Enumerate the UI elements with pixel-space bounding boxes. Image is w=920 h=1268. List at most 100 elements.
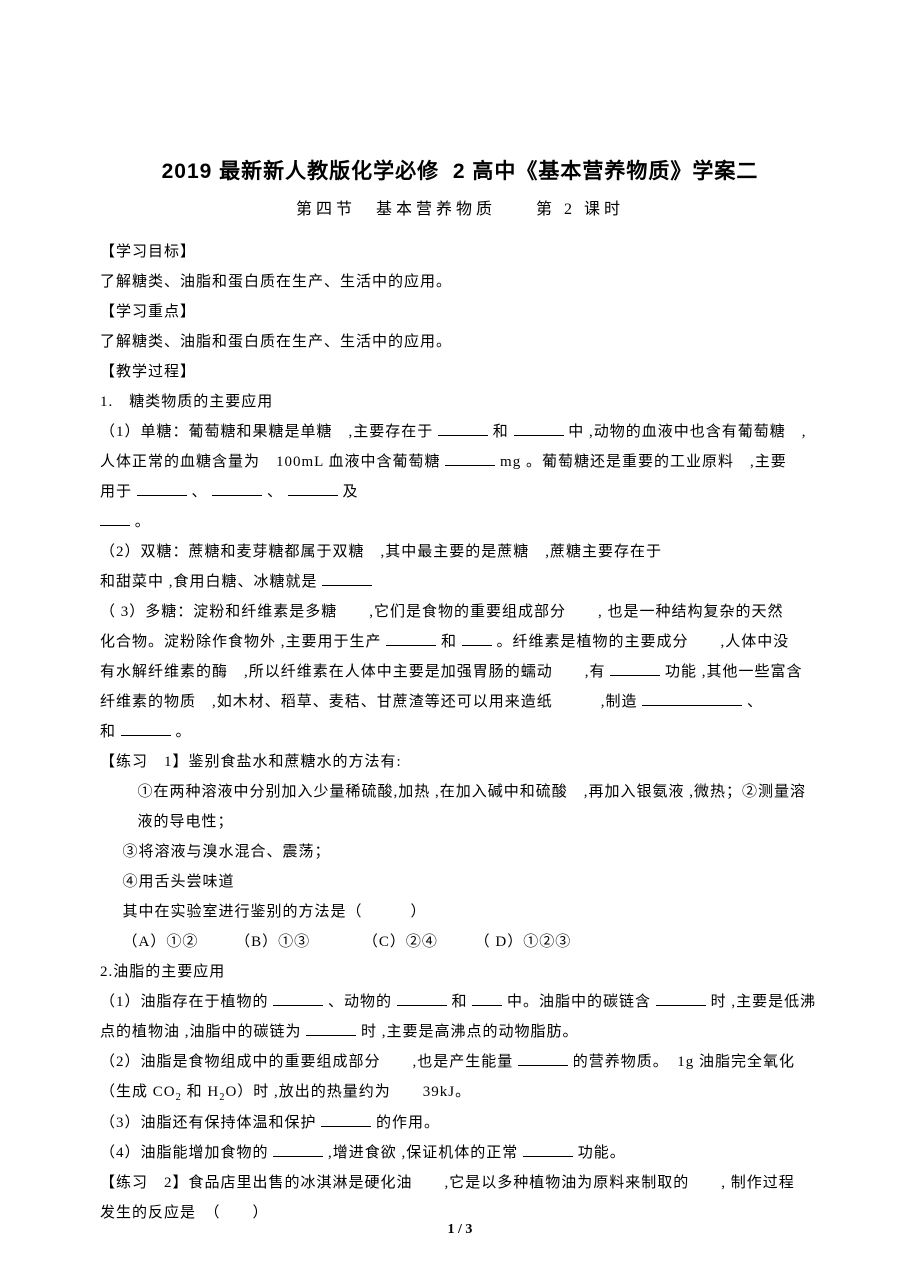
oil-line1: （1）油脂存在于植物的 、动物的 和 中。油脂中的碳链含 时 ,主要是低沸 [100,987,820,1017]
blank [386,630,436,646]
text: O）时 ,放出的热量约为 39kJ。 [225,1084,471,1100]
choice-a: （A）①② [123,934,199,950]
text: 和 [452,994,468,1010]
title-num: 2 [453,160,466,183]
section-2: 2.油脂的主要应用 [100,957,820,987]
subscript-2: 2 [176,1092,182,1103]
document-page: 2019 最新新人教版化学必修 2 高中《基本营养物质》学案二 第四节 基本营养… [0,0,920,1268]
text: 人体正常的血糖含量为 100mL 血液中含葡萄糖 [100,454,441,470]
blank [273,990,323,1006]
blank [462,630,492,646]
heading-focus: 【学习重点】 [100,297,820,327]
text: 。 [135,514,151,530]
text: 点的植物油 ,油脂中的碳链为 [100,1024,302,1040]
text: （4）油脂能增加食物的 [100,1145,269,1161]
text: 中 ,动物的血液中也含有葡萄糖 , [568,424,806,440]
text: 的营养物质。 1g 油脂完全氧化 [573,1054,795,1070]
subtitle: 第四节 基本营养物质 第 2 课时 [100,195,820,219]
blank [273,1141,323,1157]
text: 、动物的 [328,994,392,1010]
text: 中。油脂中的碳链含 [507,994,651,1010]
blank [472,990,502,1006]
text: 、 [192,484,208,500]
exercise-1-choices: （A）①② （B）①③ （C）②④ （ D）①②③ [100,927,820,957]
exercise-1-opt4: ④用舌头尝味道 [100,867,820,897]
text: （3）油脂还有保持体温和保护 [100,1115,317,1131]
sugar-mono-line3: 用于 、 、 及 [100,477,820,507]
choice-c: （C）②④ [363,934,438,950]
blank [438,420,488,436]
blank [523,1141,573,1157]
blank [288,480,338,496]
blank [518,1050,568,1066]
text: 。纤维素是植物的主要成分 ,人体中没 [497,634,790,650]
text: （生成 CO [100,1084,176,1100]
text: 化合物。淀粉除作食物外 ,主要用于生产 [100,634,382,650]
blank [610,660,660,676]
text: 的作用。 [376,1115,440,1131]
text: 时 ,主要是低沸 [711,994,817,1010]
exercise-1-heading: 【练习 1】鉴别食盐水和蔗糖水的方法有: [100,747,820,777]
text: 及 [343,484,359,500]
text: 、 [267,484,283,500]
exercise-1-opt3: ③将溶液与溴水混合、震荡； [100,837,820,867]
heading-objective: 【学习目标】 [100,237,820,267]
blank [321,1111,371,1127]
text: 和 [441,634,457,650]
page-number: 1 / 3 [0,1222,920,1238]
blank [212,480,262,496]
blank [445,450,495,466]
oil-line5: （3）油脂还有保持体温和保护 的作用。 [100,1108,820,1138]
text: （1）油脂存在于植物的 [100,994,269,1010]
oil-line3: （2）油脂是食物组成中的重要组成部分 ,也是产生能量 的营养物质。 1g 油脂完… [100,1047,820,1077]
blank [656,990,706,1006]
oil-line2: 点的植物油 ,油脂中的碳链为 时 ,主要是高沸点的动物脂肪。 [100,1017,820,1047]
oil-line4: （生成 CO2 和 H2O）时 ,放出的热量约为 39kJ。 [100,1077,820,1108]
text: 和 H [187,1084,220,1100]
text: 纤维素的物质 ,如木材、稻草、麦秸、甘蔗渣等还可以用来造纸 ,制造 [100,694,638,710]
text: （2）双糖：蔗糖和麦芽糖都属于双糖 ,其中最主要的是蔗糖 ,蔗糖主要存在于 [100,544,662,560]
exercise-1-opt1b: 液的导电性； [100,807,820,837]
text: ,增进食欲 ,保证机体的正常 [328,1145,518,1161]
sugar-mono-line2: 人体正常的血糖含量为 100mL 血液中含葡萄糖 mg 。葡萄糖还是重要的工业原… [100,447,820,477]
section-1: 1. 糖类物质的主要应用 [100,387,820,417]
text: mg 。葡萄糖还是重要的工业原料 ,主要 [500,454,787,470]
text: 用于 [100,484,132,500]
exercise-1-question: 其中在实验室进行鉴别的方法是（ ） [100,897,820,927]
blank [100,510,130,526]
heading-process: 【教学过程】 [100,357,820,387]
text: 功能。 [578,1145,626,1161]
sugar-mono-line1: （1）单糖：葡萄糖和果糖是单糖 ,主要存在于 和 中 ,动物的血液中也含有葡萄糖… [100,417,820,447]
text: 功能 ,其他一些富含 [665,664,803,680]
blank [137,480,187,496]
title-suffix: 高中《基本营养物质》学案二 [472,160,758,183]
title-prefix: 2019 最新新人教版化学必修 [162,160,440,183]
choice-d: （ D）①②③ [475,934,572,950]
text: （2）油脂是食物组成中的重要组成部分 ,也是产生能量 [100,1054,513,1070]
text: 、 [747,694,763,710]
oil-line6: （4）油脂能增加食物的 ,增进食欲 ,保证机体的正常 功能。 [100,1138,820,1168]
text: 和甜菜中 ,食用白糖、冰糖就是 [100,574,318,590]
blank [322,570,372,586]
choice-b: （B）①③ [235,934,310,950]
sugar-di-line1: （2）双糖：蔗糖和麦芽糖都属于双糖 ,其中最主要的是蔗糖 ,蔗糖主要存在于 [100,537,820,567]
sugar-di-line2: 和甜菜中 ,食用白糖、冰糖就是 [100,567,820,597]
para-objective: 了解糖类、油脂和蛋白质在生产、生活中的应用。 [100,267,820,297]
sugar-poly-line1: （ 3）多糖：淀粉和纤维素是多糖 ,它们是食物的重要组成部分 , 也是一种结构复… [100,597,820,627]
blank [397,990,447,1006]
blank [642,690,742,706]
sugar-poly-line5: 和 。 [100,717,820,747]
blank [306,1020,356,1036]
para-focus: 了解糖类、油脂和蛋白质在生产、生活中的应用。 [100,327,820,357]
text: 时 ,主要是高沸点的动物脂肪。 [361,1024,579,1040]
blank [121,720,171,736]
text: （1）单糖：葡萄糖和果糖是单糖 ,主要存在于 [100,424,433,440]
page-title: 2019 最新新人教版化学必修 2 高中《基本营养物质》学案二 [100,155,820,185]
sugar-mono-line4: 。 [100,507,820,537]
blank [514,420,564,436]
text: 有水解纤维素的酶 ,所以纤维素在人体中主要是加强胃肠的蠕动 ,有 [100,664,606,680]
sugar-poly-line2: 化合物。淀粉除作食物外 ,主要用于生产 和 。纤维素是植物的主要成分 ,人体中没 [100,627,820,657]
text: 和 [100,724,116,740]
exercise-2-line1: 【练习 2】食品店里出售的冰淇淋是硬化油 ,它是以多种植物油为原料来制取的 , … [100,1168,820,1198]
exercise-1-opt1: ①在两种溶液中分别加入少量稀硫酸,加热 ,在加入碱中和硫酸 ,再加入银氨液 ,微… [100,777,820,807]
